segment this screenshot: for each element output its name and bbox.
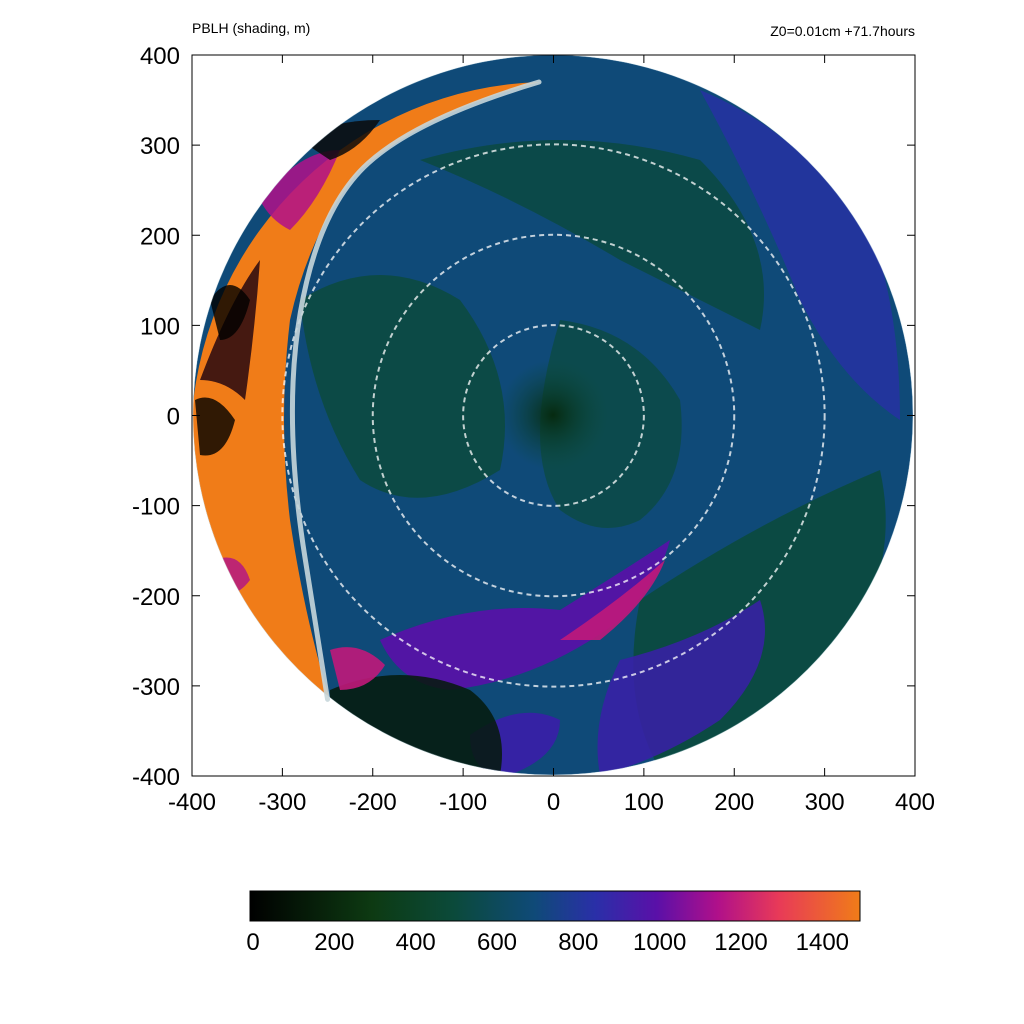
range-ring-300 (281, 143, 826, 688)
colorbar-tick-label: 0 (246, 929, 259, 956)
y-tick-label: 200 (140, 223, 180, 250)
range-rings (281, 143, 826, 688)
south-purple-band (597, 600, 765, 775)
x-tick-label: 400 (895, 789, 935, 816)
range-ring-200 (371, 233, 736, 598)
y-tick-label: -400 (132, 764, 180, 791)
colorbar (249, 890, 861, 922)
x-tick-label: 0 (547, 789, 560, 816)
y-tick-label: 300 (140, 133, 180, 160)
colorbar-tick-label: 800 (558, 929, 598, 956)
colorbar-tick-label: 600 (477, 929, 517, 956)
x-axis: -400 -300 -200 -100 0 100 200 300 400 (168, 55, 935, 816)
y-tick-label: -200 (132, 584, 180, 611)
y-tick-label: 0 (167, 404, 180, 431)
y-axis: -400 -300 -200 -100 0 100 200 300 400 (132, 43, 915, 791)
chart-title: PBLH (shading, m) (192, 20, 310, 36)
colorbar-tick-label: 1200 (714, 929, 767, 956)
south-east-band-core (560, 560, 665, 640)
east-outer-band (700, 90, 900, 420)
crescent-magenta-patch (260, 150, 340, 230)
y-tick-label: 400 (140, 43, 180, 70)
y-tick-label: 100 (140, 313, 180, 340)
crescent-tail-patch (330, 647, 385, 690)
colorbar-tick-label: 1400 (796, 929, 849, 956)
storm-eye (498, 360, 608, 470)
x-tick-label: -300 (258, 789, 306, 816)
y-tick-label: -100 (132, 494, 180, 521)
y-tick-label: -300 (132, 674, 180, 701)
spiral-band-north (420, 140, 764, 330)
range-ring-100 (462, 324, 645, 507)
colorbar-tick-label: 200 (314, 929, 354, 956)
x-tick-label: -400 (168, 789, 216, 816)
south-east-band (380, 540, 670, 690)
x-tick-label: 300 (805, 789, 845, 816)
crescent-dark-patch-d (195, 397, 235, 456)
colorbar-ticks: 0 200 400 600 800 1000 1200 1400 (246, 929, 849, 956)
south-dark-band (330, 675, 502, 775)
x-tick-label: -200 (349, 789, 397, 816)
x-tick-label: 200 (714, 789, 754, 816)
colorbar-tick-label: 400 (396, 929, 436, 956)
crescent-dark-patch-c (210, 285, 250, 340)
outer-west-crescent (193, 82, 540, 700)
x-tick-label: 100 (624, 789, 664, 816)
pblh-field (193, 55, 913, 775)
front-outline (289, 79, 542, 702)
x-tick-label: -100 (439, 789, 487, 816)
colorbar-tick-label: 1000 (633, 929, 686, 956)
chart-subtitle: Z0=0.01cm +71.7hours (770, 23, 915, 39)
spiral-band-west (300, 275, 505, 498)
